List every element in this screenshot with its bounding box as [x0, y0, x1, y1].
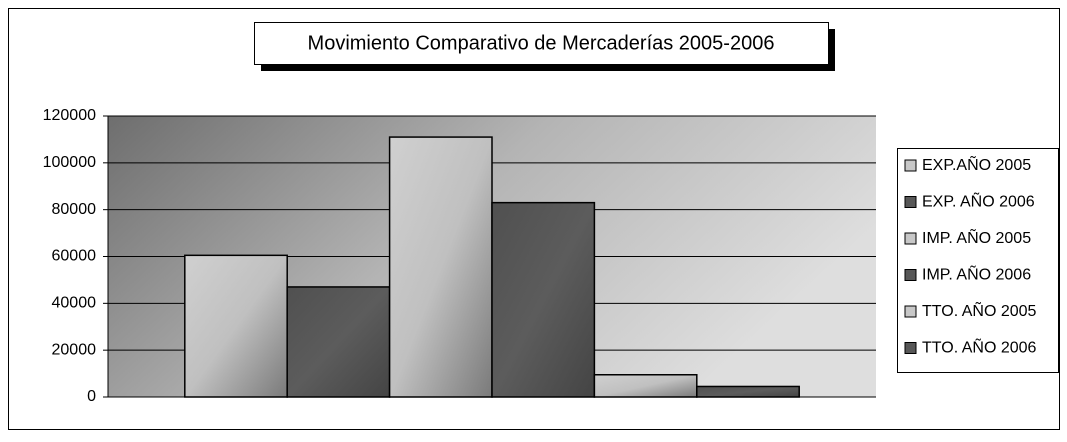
- bar: [593, 374, 698, 398]
- legend-label: TTO. AÑO 2005: [922, 300, 1037, 320]
- bar: [491, 201, 596, 398]
- bar: [286, 286, 391, 398]
- legend-label: IMP. AÑO 2006: [922, 264, 1031, 284]
- legend-swatch: [904, 342, 917, 354]
- legend-swatch: [904, 196, 917, 208]
- y-tick-label: 40000: [52, 295, 97, 312]
- legend-label: EXP. AÑO 2006: [922, 191, 1035, 211]
- legend-swatch: [904, 159, 917, 172]
- legend-label: TTO. AÑO 2006: [922, 337, 1037, 357]
- legend-swatch: [904, 305, 917, 318]
- legend-swatch: [904, 269, 917, 281]
- y-tick-label: 100000: [43, 154, 96, 171]
- bar: [696, 385, 800, 398]
- legend-box: [897, 148, 1059, 373]
- bar: [184, 254, 288, 398]
- y-tick-label: 0: [87, 388, 96, 405]
- y-tick-label: 80000: [52, 201, 97, 218]
- legend-label: IMP. AÑO 2005: [922, 227, 1031, 247]
- y-tick-label: 60000: [52, 248, 97, 265]
- y-tick-label: 120000: [43, 107, 96, 124]
- title-box: [254, 22, 829, 65]
- chart-title: Movimiento Comparativo de Mercaderías 20…: [308, 32, 775, 54]
- y-tick-label: 20000: [52, 341, 97, 358]
- legend-label: EXP.AÑO 2005: [922, 154, 1031, 174]
- bar: [388, 136, 493, 398]
- legend-swatch: [904, 232, 917, 245]
